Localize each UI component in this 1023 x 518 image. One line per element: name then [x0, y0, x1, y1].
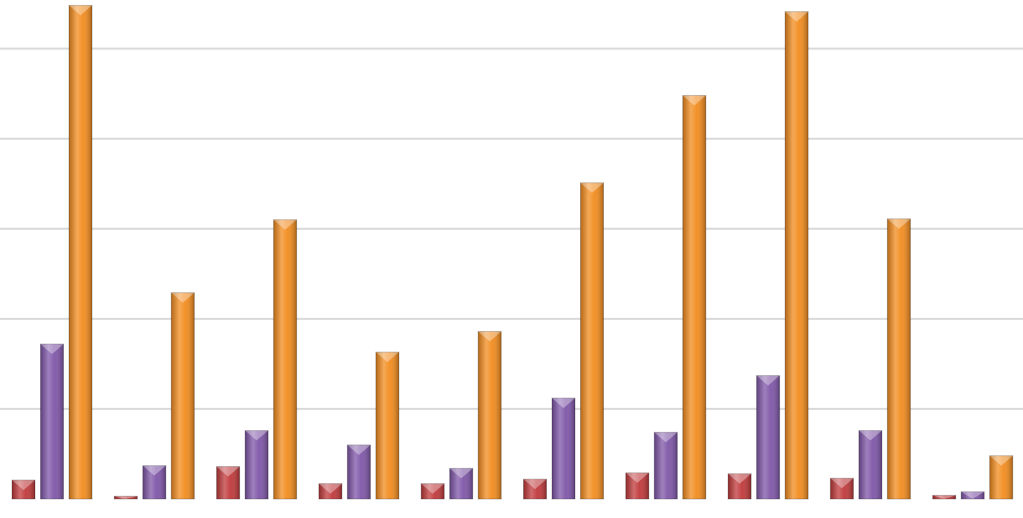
bar-bevel — [12, 480, 35, 491]
bar-bevel — [421, 483, 445, 494]
bar-shine — [12, 480, 35, 499]
bar-shine — [449, 468, 473, 499]
bar-bevel — [580, 182, 604, 193]
bar-shine — [961, 491, 985, 499]
bar-bevel — [245, 430, 269, 441]
bar-shine — [785, 11, 809, 500]
bar-bevel — [989, 455, 1013, 466]
bar-bevel — [142, 465, 166, 476]
bar-bevel — [478, 331, 502, 342]
bar-shine — [682, 95, 706, 499]
bar-bevel — [114, 496, 138, 499]
bar-bevel — [69, 5, 92, 16]
bar-shine — [756, 375, 780, 499]
bar-shine — [273, 219, 297, 499]
bar-shine — [114, 496, 138, 499]
bar-shine — [552, 398, 575, 499]
bar-shine — [171, 292, 195, 499]
bar-shine — [580, 182, 604, 500]
bar-shine — [625, 472, 649, 499]
bar-bevel — [552, 398, 575, 409]
bar-shine — [216, 466, 240, 499]
bar-shine — [142, 465, 166, 499]
grid — [0, 47, 1023, 410]
bar-shine — [421, 483, 445, 499]
bar-shine — [69, 5, 92, 500]
bar-bevel — [785, 11, 809, 22]
bar-bevel — [961, 491, 985, 499]
bar-bevel — [728, 473, 752, 484]
bar-shine — [245, 430, 269, 499]
bar-bevel — [523, 479, 547, 490]
bar-bevel — [273, 219, 297, 230]
bar-bevel — [171, 292, 195, 303]
bar-bevel — [318, 483, 342, 494]
bar-bevel — [654, 432, 678, 443]
bar-bevel — [625, 472, 649, 483]
bar-bevel — [830, 478, 854, 489]
bar-shine — [858, 430, 882, 499]
bar-shine — [887, 218, 911, 499]
bar-bevel — [216, 466, 240, 477]
bar-shine — [523, 479, 547, 499]
bar-bevel — [682, 95, 706, 106]
bar-shine — [318, 483, 342, 499]
bar-shine — [830, 478, 854, 499]
bar-bevel — [887, 218, 911, 229]
bar-shine — [989, 455, 1013, 499]
bar-shine — [728, 473, 752, 499]
bar-shine — [478, 331, 502, 499]
bar-shine — [932, 495, 956, 499]
bar-shine — [40, 344, 64, 499]
bar-bevel — [858, 430, 882, 441]
bar-shine — [375, 352, 399, 499]
bar-bevel — [347, 444, 371, 455]
bar-shine — [347, 444, 371, 499]
bars — [11, 4, 1014, 500]
bar-bevel — [40, 344, 64, 355]
bar-bevel — [756, 375, 780, 386]
bar-bevel — [375, 352, 399, 363]
bar-shine — [654, 432, 678, 499]
bar-bevel — [449, 468, 473, 479]
bar-bevel — [932, 495, 956, 499]
